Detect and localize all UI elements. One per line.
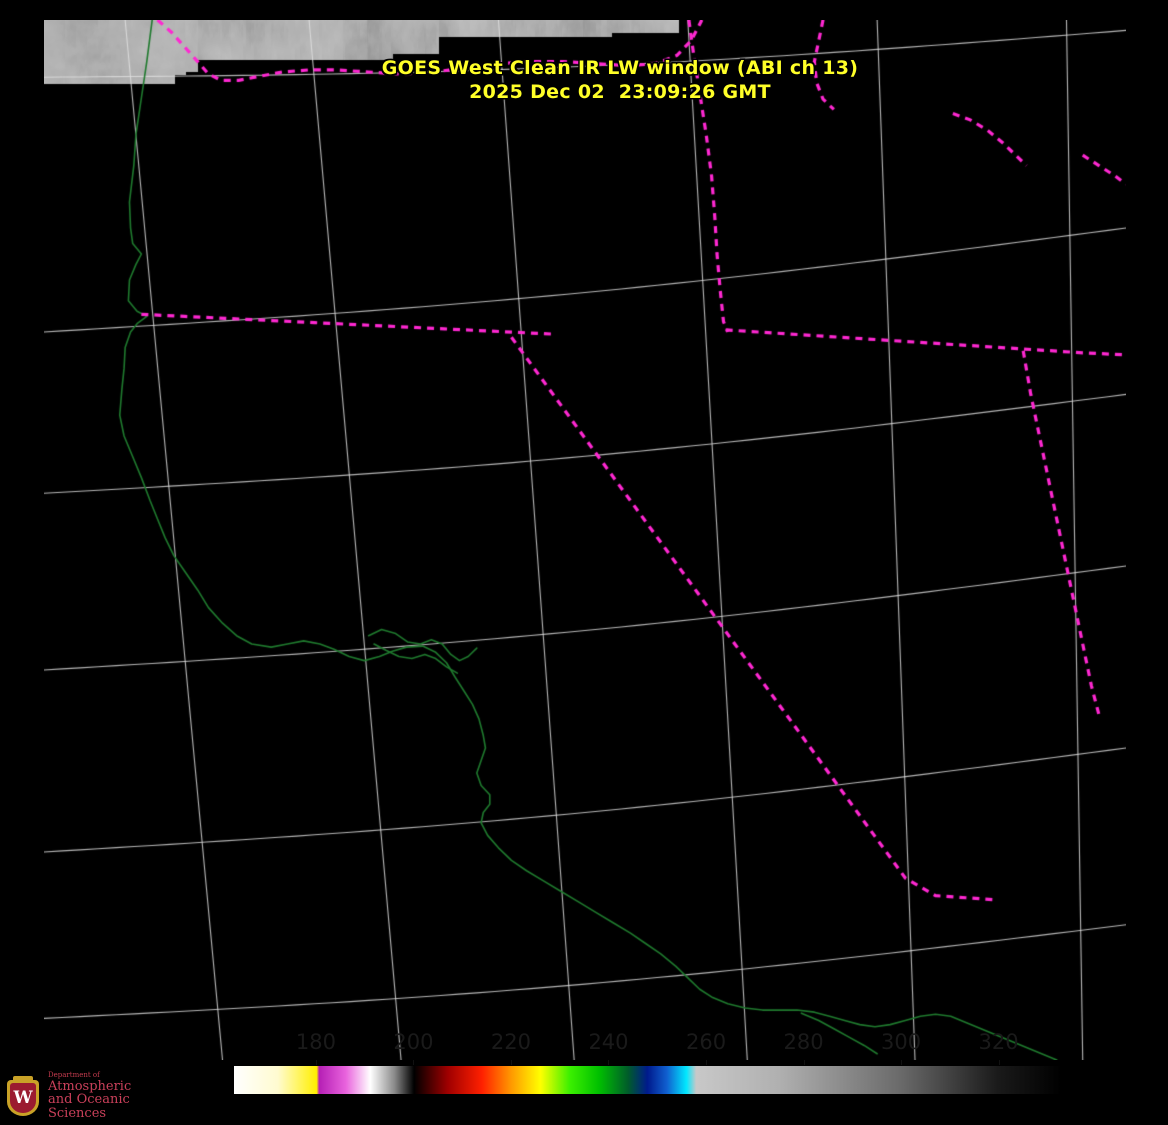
colorbar-tick <box>706 1060 708 1067</box>
colorbar-tick <box>803 1060 805 1067</box>
colorbar-tick-label: 260 <box>685 1030 727 1054</box>
institution-logo: W Department of Atmospheric and Oceanic … <box>0 1068 160 1125</box>
crest-letter: W <box>13 1088 33 1108</box>
colorbar-tick-label: 240 <box>588 1030 629 1054</box>
institution-line2: and Oceanic Sciences <box>48 1092 130 1121</box>
uw-crest-icon: W <box>4 1075 42 1119</box>
crest-crown-icon <box>13 1075 33 1082</box>
colorbar-tick <box>413 1060 415 1067</box>
colorbar-tick-label: 180 <box>295 1030 336 1054</box>
satellite-image-panel[interactable] <box>44 20 1126 1060</box>
colorbar-tick <box>510 1060 512 1067</box>
colorbar-tick-label: 200 <box>393 1030 434 1054</box>
institution-line1: Atmospheric <box>48 1078 132 1094</box>
colorbar-tick-label: 300 <box>881 1030 922 1054</box>
ir-brightness-temperature-map[interactable] <box>44 20 1126 1060</box>
colorbar-tick-label: 280 <box>783 1030 824 1054</box>
institution-text: Department of Atmospheric and Oceanic Sc… <box>48 1071 160 1121</box>
colorbar-tick-label: 220 <box>490 1030 531 1054</box>
colorbar-tick <box>608 1060 610 1067</box>
colorbar-gradient <box>233 1065 1062 1095</box>
colorbar-tick-labels: 180 200 220 240 260 280 300 320 <box>0 1030 1168 1058</box>
colorbar-tick-label: 320 <box>978 1030 1019 1054</box>
colorbar-tick <box>901 1060 903 1067</box>
colorbar-tick <box>315 1060 317 1067</box>
colorbar-tick-marks <box>233 1060 1062 1068</box>
colorbar-tick <box>998 1060 1000 1067</box>
institution-dept-label: Department of <box>48 1071 100 1080</box>
crest-shield-inner <box>10 1082 36 1113</box>
colorbar[interactable] <box>233 1065 1062 1095</box>
